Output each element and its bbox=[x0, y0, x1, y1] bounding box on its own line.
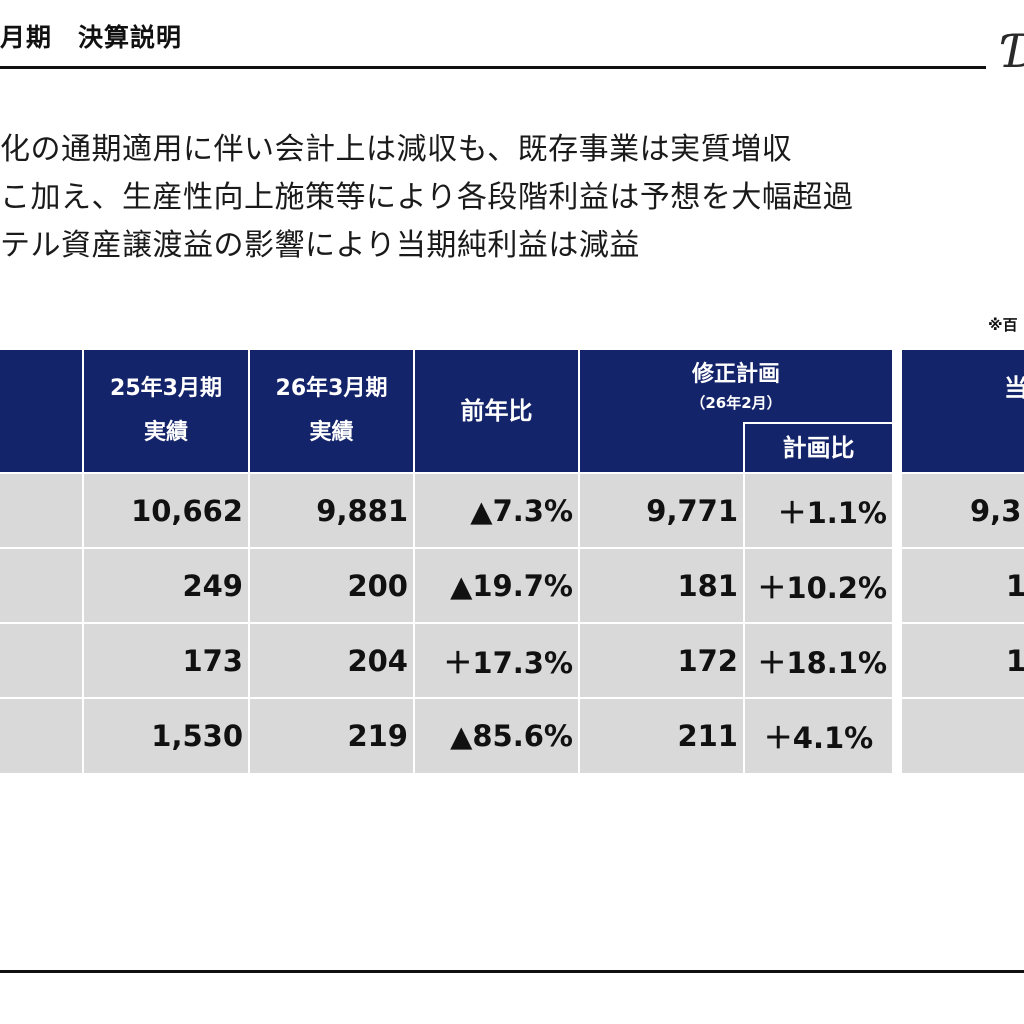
cell-fy25: 173 bbox=[84, 624, 248, 697]
page-title: 月期 決算説明 bbox=[0, 18, 182, 54]
summary-line: こ加え、生産性向上施策等により各段階利益は予想を大幅超過 bbox=[0, 180, 854, 215]
cell-plan: 9,771 bbox=[580, 474, 743, 547]
row-label-cell bbox=[0, 474, 82, 547]
header-revised-plan-value bbox=[580, 422, 743, 472]
summary-text: 化の通期適用に伴い会計上は減収も、既存事業は実質増収 こ加え、生産性向上施策等に… bbox=[0, 126, 853, 270]
cell-initial-plan: 9,3 bbox=[902, 474, 1024, 547]
title-period: 月期 bbox=[0, 23, 53, 52]
cell-fy26: 9,881 bbox=[250, 474, 413, 547]
summary-line: テル資産譲渡益の影響により当期純利益は減益 bbox=[0, 228, 640, 263]
header-initial-plan: 当 bbox=[902, 350, 1024, 472]
cell-yoy: ▲7.3% bbox=[415, 474, 578, 547]
cell-fy25: 1,530 bbox=[84, 699, 248, 773]
cell-yoy: ▲19.7% bbox=[415, 549, 578, 622]
summary-line: 化の通期適用に伴い会計上は減収も、既存事業は実質増収 bbox=[0, 132, 793, 167]
cell-fy25: 10,662 bbox=[84, 474, 248, 547]
company-logo: Ɗ bbox=[1004, 28, 1024, 74]
cell-vs-plan: ＋1.1% bbox=[745, 474, 892, 547]
cell-fy25: 249 bbox=[84, 549, 248, 622]
row-label-cell bbox=[0, 624, 82, 697]
cell-vs-plan: ＋18.1% bbox=[745, 624, 892, 697]
cell-plan: 172 bbox=[580, 624, 743, 697]
cell-vs-plan: ＋4.1% bbox=[745, 699, 892, 773]
header-revised-plan: 修正計画 （26年2月） bbox=[580, 350, 892, 422]
cell-fy26: 219 bbox=[250, 699, 413, 773]
header-divider bbox=[0, 66, 986, 69]
cell-fy26: 204 bbox=[250, 624, 413, 697]
cell-vs-plan: ＋10.2% bbox=[745, 549, 892, 622]
cell-initial-plan bbox=[902, 699, 1024, 773]
cell-initial-plan: 1 bbox=[902, 624, 1024, 697]
row-label-cell bbox=[0, 699, 82, 773]
cell-yoy: ＋17.3% bbox=[415, 624, 578, 697]
unit-note: ※百 bbox=[988, 316, 1018, 334]
header-yoy: 前年比 bbox=[415, 350, 578, 472]
title-main: 決算説明 bbox=[78, 23, 183, 52]
cell-initial-plan: 1 bbox=[902, 549, 1024, 622]
header-label-column bbox=[0, 350, 82, 472]
header-fy25-actual: 25年3月期 実績 bbox=[84, 350, 248, 472]
header-vs-plan: 計画比 bbox=[745, 424, 892, 472]
cell-fy26: 200 bbox=[250, 549, 413, 622]
footer-divider bbox=[0, 970, 1024, 973]
row-label-cell bbox=[0, 549, 82, 622]
cell-yoy: ▲85.6% bbox=[415, 699, 578, 773]
cell-plan: 211 bbox=[580, 699, 743, 773]
header-fy26-actual: 26年3月期 実績 bbox=[250, 350, 413, 472]
cell-plan: 181 bbox=[580, 549, 743, 622]
